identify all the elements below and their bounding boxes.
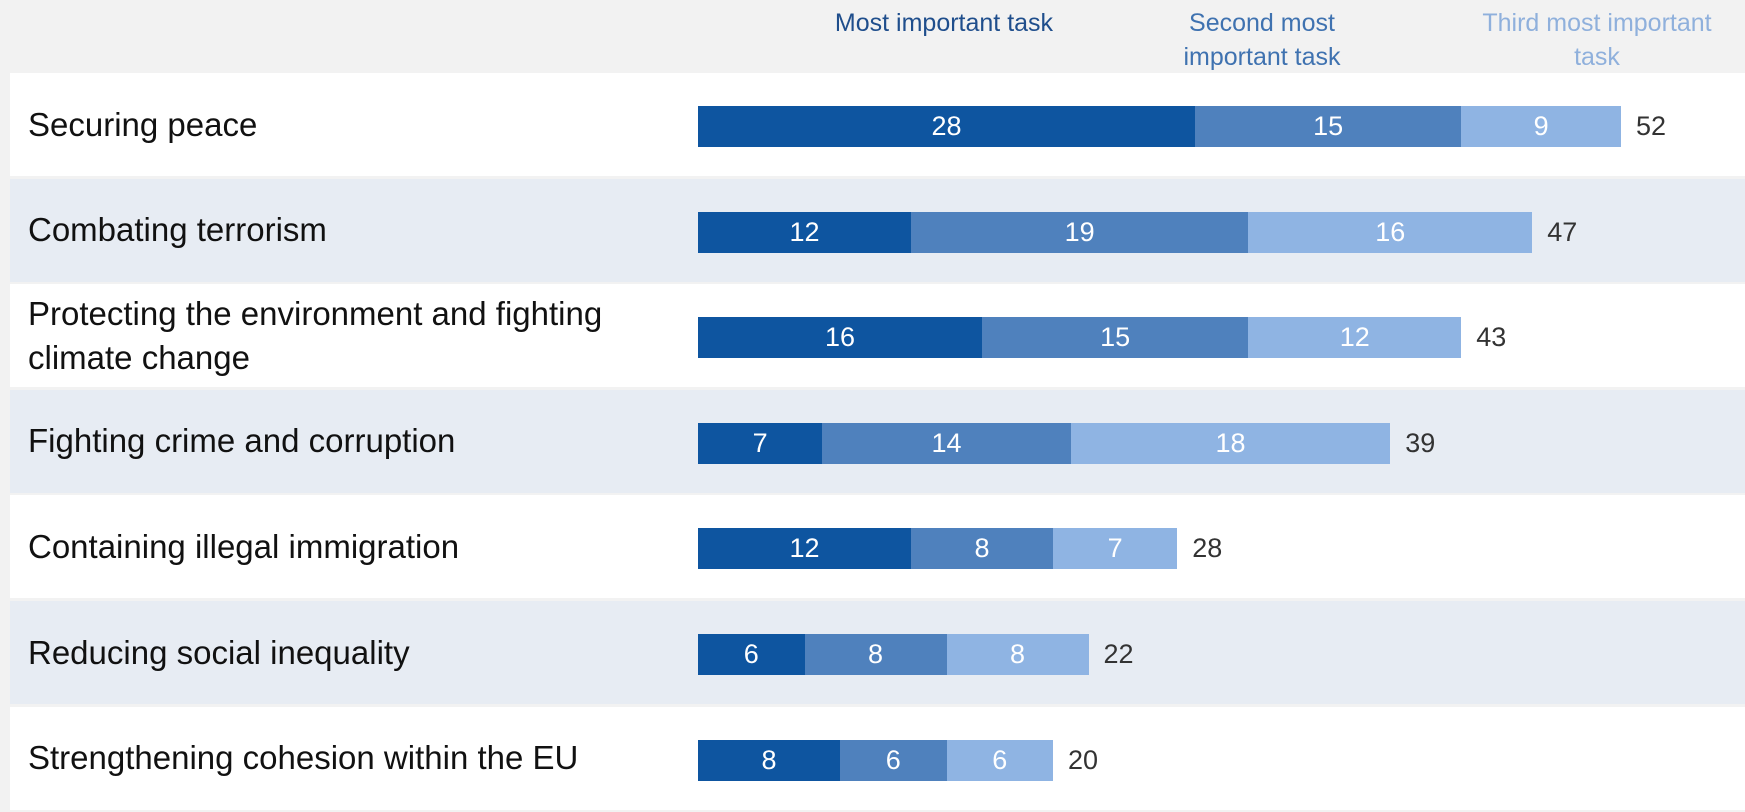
category-label: Strengthening cohesion within the EU (28, 739, 579, 777)
bar-total-label: 28 (1192, 533, 1223, 564)
legend-third-most-important: Third most important task (1482, 9, 1712, 71)
bar-segment-most: 7 (698, 422, 823, 464)
chart-row: Securing peace 28 15 9 52 (10, 73, 1745, 176)
bar-segment-second: 15 (982, 317, 1249, 359)
chart-row: Containing illegal immigration 12 8 7 28 (10, 495, 1745, 599)
bar-total-label: 39 (1405, 427, 1436, 458)
bar-segment-most: 28 (698, 106, 1195, 147)
bar-segment-second: 19 (911, 211, 1249, 253)
bar-segment-second: 15 (1195, 106, 1462, 147)
category-label: Combating terrorism (28, 211, 327, 249)
bar-segment-third: 9 (1461, 106, 1621, 147)
bar-segment-second: 8 (804, 634, 947, 675)
chart-row: Combating terrorism 12 19 16 47 (10, 178, 1745, 282)
category-label: Reducing social inequality (28, 633, 410, 671)
bar-segment-most: 8 (698, 739, 840, 781)
bar-segment-most: 16 (698, 317, 982, 359)
legend-most-important: Most important task (834, 9, 1054, 37)
bar-total-label: 22 (1103, 639, 1134, 669)
bar-segment-third: 8 (946, 634, 1089, 675)
bar-segment-most: 6 (698, 634, 805, 675)
chart-row: Reducing social inequality 6 8 8 22 (10, 601, 1745, 704)
category-label: Fighting crime and corruption (28, 422, 456, 460)
chart-row: Fighting crime and corruption 7 14 18 39 (10, 389, 1745, 493)
legend-second-most-important: Second most important task (1183, 9, 1341, 71)
category-label: Protecting the environment and fighting … (28, 294, 603, 376)
chart-row: Strengthening cohesion within the EU 8 6 6 2… (10, 706, 1745, 810)
bar-segment-third: 6 (946, 739, 1053, 781)
bar-total-label: 43 (1476, 322, 1507, 353)
bar-total-label: 47 (1547, 216, 1578, 247)
bar-segment-most: 12 (698, 528, 911, 570)
chart-row: Protecting the environment and fighting … (10, 284, 1745, 388)
bar-segment-third: 12 (1248, 317, 1462, 359)
bar-segment-most: 12 (698, 211, 911, 253)
bar-total-label: 20 (1068, 744, 1099, 775)
category-label: Securing peace (28, 105, 258, 143)
bar-segment-second: 8 (911, 528, 1053, 570)
bar-segment-second: 14 (822, 422, 1071, 464)
bar-segment-third: 18 (1070, 422, 1391, 464)
bar-total-label: 52 (1636, 111, 1667, 141)
bar-segment-third: 16 (1248, 211, 1533, 253)
category-label: Containing illegal immigration (28, 527, 460, 565)
bar-segment-third: 7 (1053, 528, 1178, 570)
bar-segment-second: 6 (840, 739, 947, 781)
